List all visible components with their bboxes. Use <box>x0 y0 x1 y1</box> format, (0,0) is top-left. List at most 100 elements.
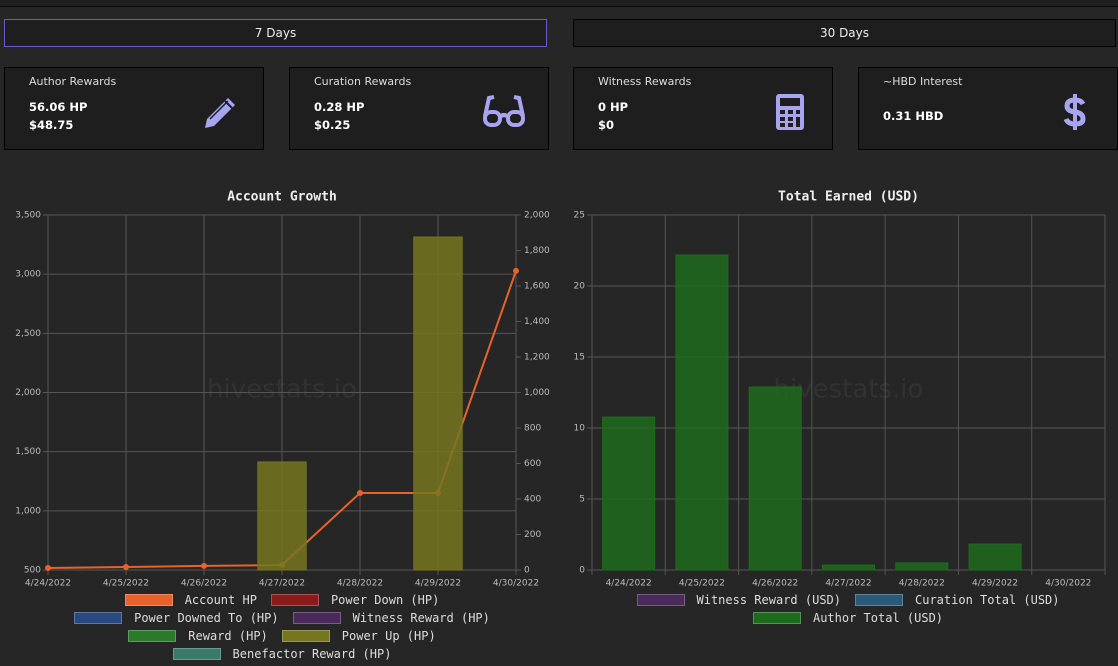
dollar-icon <box>1063 94 1086 130</box>
point <box>201 562 207 569</box>
y-tick-label: 1,500 <box>15 447 41 457</box>
x-tick-label: 4/29/2022 <box>972 579 1018 589</box>
bar <box>257 461 307 571</box>
y2-tick-label: 1,000 <box>524 388 550 398</box>
card: Curation Rewards 0.28 HP $0.25 <box>289 67 549 150</box>
x-tick-label: 4/27/2022 <box>825 579 871 589</box>
card-title: Curation Rewards <box>314 75 412 88</box>
y-tick-label: 25 <box>574 211 585 221</box>
legend-swatch <box>855 594 903 606</box>
legend-item: Power Down (HP) <box>270 593 440 607</box>
y-tick-label: 0 <box>579 566 585 576</box>
x-tick-label: 4/30/2022 <box>493 579 539 589</box>
x-tick-label: 4/25/2022 <box>679 579 725 589</box>
point <box>123 563 129 570</box>
y2-tick-label: 1,400 <box>524 317 550 327</box>
x-tick-label: 4/25/2022 <box>103 579 149 589</box>
legend-swatch <box>636 594 685 606</box>
card-title: Author Rewards <box>29 75 117 88</box>
card-value: 0 HP <box>598 100 629 114</box>
legend-label: Author Total (USD) <box>812 611 944 625</box>
legend-label: Curation Total (USD) <box>915 593 1060 607</box>
bar <box>602 416 656 571</box>
legend-item: Witness Reward (HP) <box>292 611 490 625</box>
card-value: 0.31 HBD <box>883 109 944 123</box>
legend-swatch <box>172 648 221 660</box>
legend-swatch <box>292 612 341 624</box>
legend-swatch <box>128 630 177 642</box>
card-values: 0.28 HP $0.25 <box>314 96 364 136</box>
top-bar <box>0 0 1118 7</box>
x-tick-label: 4/29/2022 <box>415 579 461 589</box>
legend-item: Curation Total (USD) <box>855 593 1060 607</box>
legend-item: Witness Reward (USD) <box>636 593 841 607</box>
card-title: Witness Rewards <box>598 75 692 88</box>
legend-label: Power Up (HP) <box>341 629 436 643</box>
y2-tick-label: 1,600 <box>524 282 550 292</box>
x-tick-label: 4/24/2022 <box>25 579 71 589</box>
tab[interactable]: 7 Days <box>4 19 547 47</box>
legend-item: Account HP <box>124 593 257 607</box>
card-value: $48.75 <box>29 118 74 132</box>
y-tick-label: 500 <box>24 566 41 576</box>
legend-label: Benefactor Reward (HP) <box>232 647 392 661</box>
legend-label: Account HP <box>184 593 257 607</box>
card-value: 56.06 HP <box>29 100 88 114</box>
legend-swatch <box>124 594 173 606</box>
y-tick-label: 3,000 <box>15 270 41 280</box>
legend-swatch <box>74 612 123 624</box>
y-tick-label: 2,000 <box>15 388 41 398</box>
x-tick-label: 4/28/2022 <box>899 579 945 589</box>
card-values: 0.31 HBD <box>883 96 943 136</box>
y-tick-label: 2,500 <box>15 329 41 339</box>
x-tick-label: 4/30/2022 <box>1045 579 1091 589</box>
tab[interactable]: 30 Days <box>573 19 1116 47</box>
calculator-icon <box>776 94 804 130</box>
y-tick-label: 10 <box>574 424 586 434</box>
bar <box>968 543 1022 571</box>
legend: Witness Reward (USD) Curation Total (USD)… <box>608 593 1088 625</box>
pencil-icon <box>205 98 235 128</box>
card-value: 0.28 HP <box>314 100 365 114</box>
point <box>45 565 51 572</box>
x-tick-label: 4/26/2022 <box>181 579 227 589</box>
bar <box>895 562 949 571</box>
y2-tick-label: 400 <box>524 495 541 505</box>
card: ~HBD Interest 0.31 HBD <box>858 67 1118 150</box>
card-values: 56.06 HP $48.75 <box>29 96 87 136</box>
card: Author Rewards 56.06 HP $48.75 <box>4 67 264 150</box>
glasses-icon <box>483 95 525 127</box>
y2-tick-label: 200 <box>524 530 541 540</box>
chart-title: Account Growth <box>227 190 337 205</box>
legend-label: Power Downed To (HP) <box>134 611 279 625</box>
x-tick-label: 4/26/2022 <box>752 579 798 589</box>
y-tick-label: 1,000 <box>15 506 41 516</box>
bar <box>675 254 729 571</box>
legend-swatch <box>281 630 330 642</box>
bar <box>413 236 463 571</box>
legend-label: Witness Reward (HP) <box>352 611 490 625</box>
bar <box>748 386 802 571</box>
point <box>357 489 363 496</box>
x-tick-label: 4/28/2022 <box>337 579 383 589</box>
legend-item: Power Downed To (HP) <box>74 611 279 625</box>
legend-item: Reward (HP) <box>128 629 268 643</box>
legend-label: Power Down (HP) <box>330 593 440 607</box>
chart-title: Total Earned (USD) <box>778 190 919 205</box>
point <box>513 267 519 274</box>
card-values: 0 HP $0 <box>598 96 628 136</box>
y2-tick-label: 0 <box>524 566 530 576</box>
legend-label: Reward (HP) <box>188 629 268 643</box>
y-tick-label: 20 <box>574 282 586 292</box>
legend-swatch <box>270 594 319 606</box>
x-tick-label: 4/27/2022 <box>259 579 305 589</box>
legend-item: Benefactor Reward (HP) <box>172 647 392 661</box>
y-tick-label: 5 <box>579 495 585 505</box>
card: Witness Rewards 0 HP $0 <box>573 67 833 150</box>
bar <box>821 564 876 571</box>
card-value: $0 <box>598 118 615 132</box>
legend: Account HP Power Down (HP) Power Downed To… <box>42 593 522 661</box>
y2-tick-label: 1,200 <box>524 353 550 363</box>
y-tick-label: 3,500 <box>15 211 41 221</box>
